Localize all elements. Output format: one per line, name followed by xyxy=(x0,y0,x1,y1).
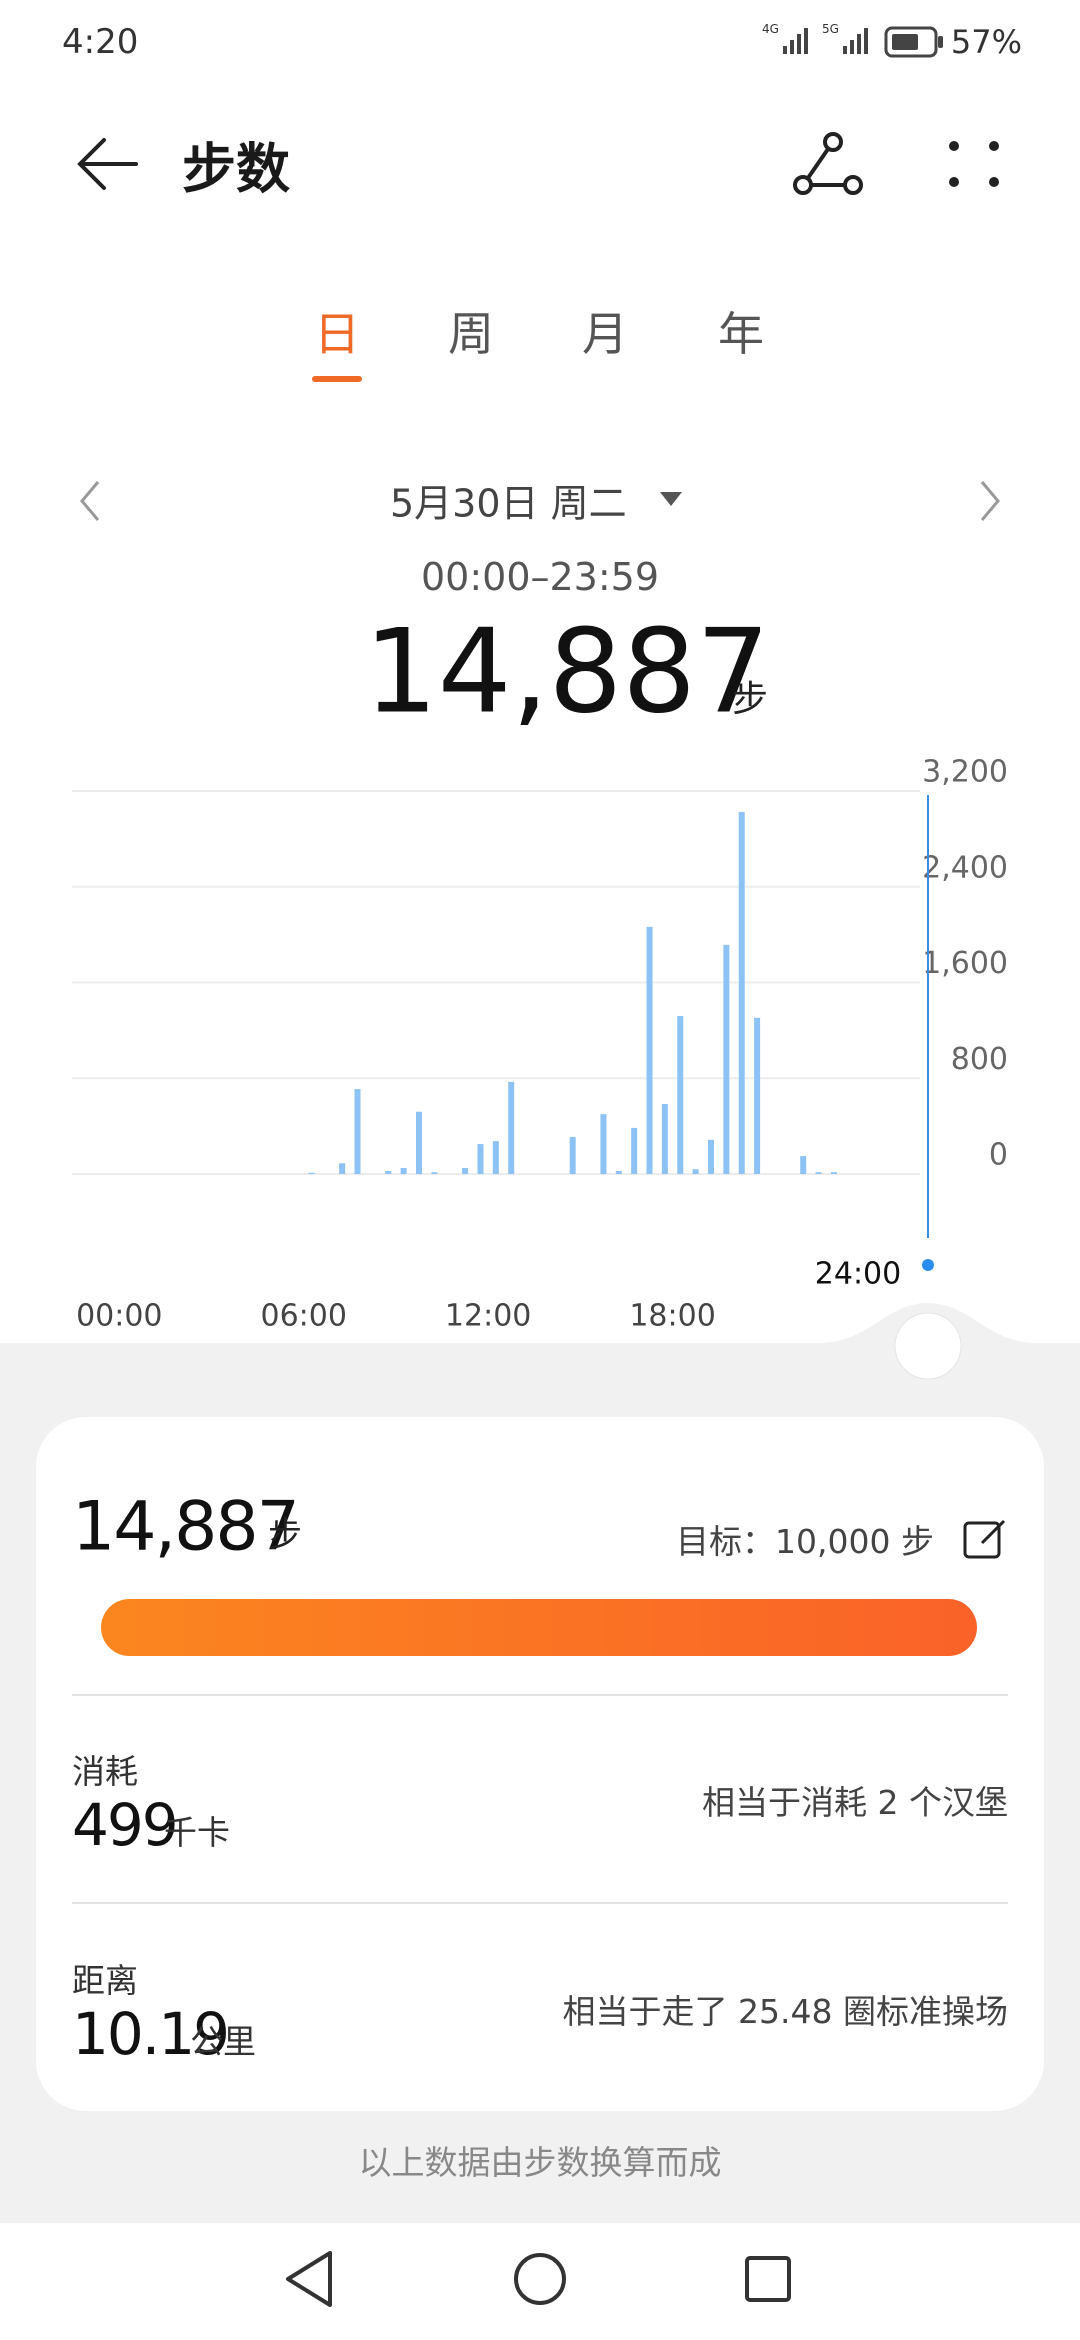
y-tick-label: 0 xyxy=(989,1138,1008,1173)
footer-note: 以上数据由步数换算而成 xyxy=(358,2143,722,2182)
x-tick-label: 06:00 xyxy=(260,1299,346,1334)
calories-unit: 千卡 xyxy=(164,1813,230,1852)
date-label[interactable]: 5月30日 周二 xyxy=(390,481,627,526)
nav-recent[interactable] xyxy=(745,2256,791,2302)
edit-goal[interactable] xyxy=(962,1516,1008,1562)
bar xyxy=(738,811,745,1174)
bar xyxy=(308,1172,315,1174)
prev-date[interactable] xyxy=(76,478,106,524)
signal-icon xyxy=(843,28,868,54)
page-title: 步数 xyxy=(182,137,290,201)
bar xyxy=(692,1169,699,1174)
signal-icon xyxy=(783,28,808,54)
bar xyxy=(631,1127,638,1174)
bar xyxy=(385,1171,392,1174)
x-tick-label: 00:00 xyxy=(76,1299,162,1334)
goal: 目标：10,000 步 xyxy=(676,1522,934,1561)
calories-value: 499 xyxy=(72,1791,179,1859)
back-button[interactable] xyxy=(74,136,144,192)
total-unit: 步 xyxy=(732,679,769,720)
bar xyxy=(415,1111,422,1174)
bar xyxy=(600,1114,607,1174)
y-tick-label: 1,600 xyxy=(922,946,1008,981)
bar xyxy=(354,1089,361,1174)
nav-bar xyxy=(0,2223,1080,2340)
more-button[interactable] xyxy=(944,136,1004,192)
distance-value: 10.19 xyxy=(72,2000,230,2068)
nav-home[interactable] xyxy=(514,2253,566,2305)
bar xyxy=(477,1144,484,1174)
cursor-label: 24:00 xyxy=(815,1257,901,1292)
tab[interactable]: 周 xyxy=(448,307,494,361)
summary-unit: 步 xyxy=(268,1515,302,1556)
progress-bar xyxy=(101,1599,977,1656)
bar xyxy=(431,1172,438,1174)
distance-label: 距离 xyxy=(72,1961,138,2000)
tab-indicator xyxy=(312,376,362,382)
distance-unit: 公里 xyxy=(190,2022,256,2061)
time-range: 00:00–23:59 xyxy=(420,555,660,599)
y-tick-label: 2,400 xyxy=(922,850,1008,885)
bar xyxy=(615,1171,622,1174)
bar xyxy=(492,1141,499,1174)
bar xyxy=(400,1168,407,1174)
bar xyxy=(723,944,730,1174)
share-button[interactable] xyxy=(790,130,866,198)
tab[interactable]: 年 xyxy=(718,307,764,361)
distance-note: 相当于走了 25.48 圈标准操场 xyxy=(562,1992,1008,2031)
y-tick-label: 800 xyxy=(951,1042,1008,1077)
summary-steps: 14,887 xyxy=(72,1487,300,1567)
bar xyxy=(569,1136,576,1174)
bar xyxy=(508,1081,515,1174)
chart: 0 800 1,600 2,400 3,200 00:00 06:00 12:00 18:00 2… xyxy=(72,755,1008,1334)
calories-note: 相当于消耗 2 个汉堡 xyxy=(702,1783,1008,1822)
bar xyxy=(707,1139,714,1174)
battery-level: 57% xyxy=(950,23,1022,61)
nav-back[interactable] xyxy=(286,2251,332,2307)
cursor-dot xyxy=(922,1259,934,1271)
network-label: 5G xyxy=(822,22,839,36)
total-steps: 14,887 xyxy=(364,604,770,740)
calories-label: 消耗 xyxy=(72,1752,138,1791)
bar xyxy=(815,1172,822,1174)
bar xyxy=(462,1168,469,1174)
next-date[interactable] xyxy=(974,478,1004,524)
bar xyxy=(339,1163,346,1174)
battery-icon xyxy=(884,26,943,58)
x-tick-label: 18:00 xyxy=(629,1299,715,1334)
y-tick-label: 3,200 xyxy=(922,755,1008,790)
bar xyxy=(677,1016,684,1174)
status-time: 4:20 xyxy=(62,22,139,62)
bar xyxy=(661,1103,668,1174)
network-label: 4G xyxy=(762,22,779,36)
date-dropdown[interactable] xyxy=(658,490,684,510)
bar xyxy=(830,1172,837,1174)
tab[interactable]: 日 xyxy=(314,307,360,361)
bar xyxy=(646,926,653,1174)
tab[interactable]: 月 xyxy=(582,307,628,361)
x-tick-label: 12:00 xyxy=(445,1299,531,1334)
bar xyxy=(754,1017,761,1174)
bar xyxy=(800,1156,807,1174)
